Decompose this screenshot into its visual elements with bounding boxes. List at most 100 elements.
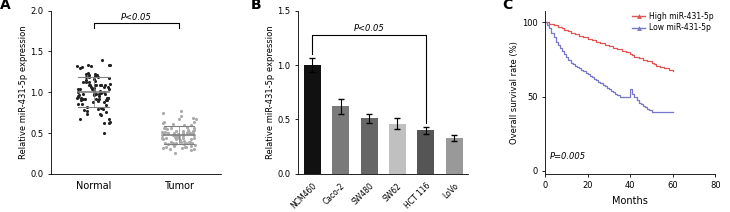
Point: [96, 59, 108, 62]
Point: [177, 133, 189, 137]
Point: [99, 84, 110, 87]
Point: [94, 112, 106, 116]
Point: [176, 146, 188, 150]
Point: [157, 132, 169, 135]
Point: [93, 93, 104, 96]
Point: [158, 132, 170, 135]
Point: [102, 96, 114, 100]
Point: [159, 127, 171, 130]
Point: [171, 134, 182, 138]
Point: [158, 146, 169, 150]
Point: [169, 134, 181, 138]
Point: [83, 80, 95, 84]
Point: [188, 133, 200, 136]
Point: [158, 112, 169, 115]
Point: [92, 108, 104, 111]
Point: [76, 99, 88, 102]
Point: [88, 89, 100, 93]
Point: [175, 140, 187, 144]
Point: [161, 127, 173, 130]
Point: [80, 81, 92, 84]
Point: [167, 134, 179, 137]
Point: [180, 141, 192, 144]
Legend: High miR-431-5p, Low miR-431-5p: High miR-431-5p, Low miR-431-5p: [631, 12, 714, 32]
Point: [95, 84, 107, 87]
Point: [102, 86, 114, 89]
Y-axis label: Relative miR-431-5p expression: Relative miR-431-5p expression: [266, 25, 274, 159]
Point: [159, 141, 171, 144]
Point: [98, 132, 110, 135]
Point: [85, 65, 96, 68]
Point: [158, 138, 169, 141]
Point: [93, 98, 105, 101]
Point: [85, 88, 97, 91]
Point: [171, 141, 182, 145]
Point: [80, 72, 92, 75]
Point: [75, 97, 87, 100]
Y-axis label: Overall survival rate (%): Overall survival rate (%): [510, 41, 519, 144]
Point: [182, 130, 193, 134]
Point: [72, 64, 83, 67]
Point: [173, 117, 185, 120]
Point: [82, 63, 93, 67]
Point: [160, 136, 172, 139]
Point: [77, 93, 88, 96]
Point: [185, 123, 197, 127]
Point: [103, 88, 115, 91]
Bar: [361, 118, 377, 174]
Point: [91, 98, 102, 101]
Point: [184, 141, 196, 144]
Point: [104, 64, 116, 67]
Point: [77, 97, 88, 101]
Point: [181, 125, 193, 128]
Point: [101, 96, 113, 100]
Point: [72, 94, 84, 97]
Bar: [446, 138, 463, 174]
Point: [169, 143, 181, 146]
Point: [189, 143, 201, 147]
Point: [76, 102, 88, 106]
Point: [177, 134, 188, 137]
Point: [167, 142, 179, 145]
Point: [159, 126, 171, 130]
Point: [172, 135, 184, 139]
Point: [170, 137, 182, 141]
Point: [81, 105, 93, 109]
Point: [177, 137, 188, 140]
Point: [176, 114, 188, 117]
Point: [158, 120, 170, 123]
Point: [181, 131, 193, 135]
Point: [100, 111, 112, 114]
Point: [175, 109, 187, 113]
Point: [160, 145, 172, 148]
Point: [185, 144, 197, 148]
Point: [162, 132, 174, 135]
Point: [177, 131, 189, 134]
Point: [72, 87, 83, 91]
Point: [96, 83, 107, 86]
Point: [158, 127, 170, 130]
Point: [188, 121, 200, 124]
Point: [74, 67, 85, 70]
Point: [173, 136, 185, 139]
Point: [164, 147, 176, 150]
Point: [182, 128, 194, 131]
Point: [96, 91, 107, 95]
Point: [178, 139, 190, 142]
Point: [178, 124, 190, 127]
Point: [104, 117, 115, 120]
Point: [94, 83, 106, 86]
Point: [166, 127, 177, 130]
Point: [72, 96, 83, 100]
Point: [104, 76, 115, 80]
Point: [88, 94, 100, 97]
Bar: [418, 130, 434, 174]
Point: [186, 131, 198, 134]
Point: [81, 109, 93, 112]
Point: [88, 92, 100, 95]
Point: [72, 95, 84, 99]
Point: [180, 146, 191, 149]
Point: [190, 117, 201, 120]
Point: [85, 85, 97, 88]
Point: [88, 86, 99, 89]
